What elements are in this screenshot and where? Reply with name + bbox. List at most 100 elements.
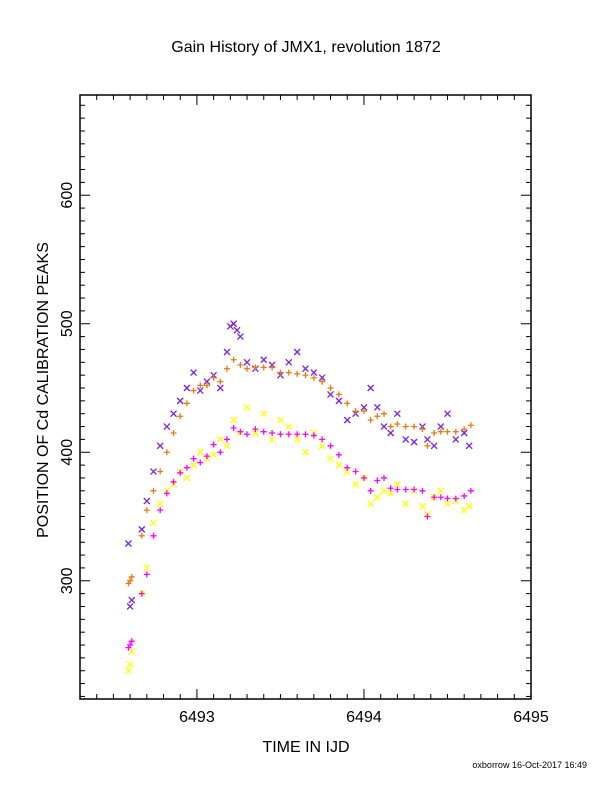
data-point-series-3: [126, 660, 134, 668]
data-point-series-2: [217, 378, 224, 385]
data-point-series-3: [285, 423, 293, 431]
data-point-series-3: [293, 435, 301, 443]
data-point-series-4: [127, 642, 134, 649]
data-point-series-3: [196, 448, 204, 456]
data-point-series-4: [244, 431, 251, 438]
data-point-series-2: [163, 449, 170, 456]
data-point-series-1: [343, 416, 351, 424]
data-point-series-4: [319, 436, 326, 443]
data-point-series-4: [424, 513, 431, 520]
data-point-series-1: [335, 397, 343, 405]
data-point-series-2: [230, 356, 237, 363]
data-point-series-1: [402, 435, 410, 443]
data-point-series-2: [294, 370, 301, 377]
data-point-series-2: [360, 408, 367, 415]
data-point-series-1: [387, 429, 395, 437]
axis-tick-labels: 6493 6494 6495 300 400 500 600: [59, 182, 549, 726]
data-point-series-2: [444, 428, 451, 435]
data-point-series-1: [124, 540, 132, 547]
data-point-series-4: [444, 495, 451, 502]
data-point-series-3: [460, 506, 468, 514]
y-axis-label: POSITION OF Cd CALIBRATION PEAKS: [35, 242, 52, 538]
data-point-series-1: [163, 423, 171, 431]
data-point-series-4: [138, 590, 145, 597]
data-point-series-4: [402, 486, 409, 493]
data-point-series-3: [150, 519, 157, 527]
data-point-series-2: [367, 417, 374, 424]
data-point-series-1: [223, 348, 231, 356]
data-point-series-1: [233, 326, 241, 334]
data-point-series-2: [190, 387, 197, 394]
data-point-series-1: [430, 442, 438, 450]
data-point-series-4: [394, 486, 401, 493]
data-point-series-1: [327, 390, 335, 398]
data-point-series-4: [381, 474, 388, 481]
data-point-series-2: [150, 487, 157, 494]
data-point-series-4: [223, 436, 230, 443]
data-point-series-1: [460, 429, 468, 437]
data-point-series-2: [319, 378, 326, 385]
data-point-series-3: [230, 416, 238, 424]
data-point-series-4: [367, 487, 374, 494]
data-point-series-1: [243, 358, 251, 366]
data-points: [124, 320, 474, 675]
data-point-series-3: [183, 474, 191, 482]
footer-credit: oxborrow 16-Oct-2017 16:49: [472, 760, 587, 770]
data-point-series-3: [243, 403, 251, 411]
data-point-series-3: [223, 442, 231, 450]
data-point-series-3: [327, 455, 335, 463]
data-point-series-2: [269, 364, 276, 371]
data-point-series-2: [244, 365, 251, 372]
data-point-series-1: [310, 369, 318, 377]
data-point-series-2: [419, 426, 426, 433]
data-point-series-1: [444, 410, 451, 418]
data-point-series-4: [143, 571, 150, 578]
data-point-series-3: [124, 667, 132, 675]
data-point-series-4: [177, 469, 184, 476]
data-point-series-2: [237, 361, 244, 368]
data-point-series-3: [444, 500, 451, 508]
data-point-series-1: [230, 320, 238, 328]
data-point-series-2: [223, 365, 230, 372]
data-point-series-3: [302, 448, 309, 456]
data-point-series-2: [374, 413, 381, 420]
axis-ticks: [79, 95, 532, 699]
data-point-series-4: [190, 455, 197, 462]
data-point-series-4: [203, 453, 210, 460]
data-point-series-3: [373, 493, 381, 501]
data-point-series-1: [216, 384, 224, 392]
data-point-series-1: [423, 435, 431, 443]
data-point-series-4: [352, 468, 359, 475]
data-point-series-3: [380, 487, 388, 495]
data-point-series-4: [252, 426, 259, 433]
data-point-series-3: [418, 502, 426, 510]
data-point-series-2: [197, 382, 204, 389]
chart-title: Gain History of JMX1, revolution 1872: [171, 39, 441, 56]
data-point-series-2: [402, 423, 409, 430]
y-tick-label: 400: [59, 439, 76, 466]
data-point-series-3: [143, 564, 151, 572]
data-point-series-1: [143, 497, 151, 505]
data-point-series-1: [138, 525, 146, 533]
data-point-series-1: [410, 438, 418, 446]
data-point-series-3: [335, 461, 343, 469]
data-point-series-3: [402, 500, 410, 508]
data-point-series-4: [374, 477, 381, 484]
data-point-series-1: [380, 423, 388, 431]
data-point-series-2: [424, 442, 431, 449]
data-point-series-4: [344, 464, 351, 471]
data-point-series-4: [302, 431, 309, 438]
data-point-series-4: [230, 424, 237, 431]
y-tick-label: 500: [59, 310, 76, 337]
data-point-series-2: [183, 400, 190, 407]
data-point-series-1: [190, 369, 198, 377]
data-point-series-1: [170, 410, 178, 418]
data-point-series-1: [176, 397, 184, 405]
data-point-series-3: [156, 500, 164, 508]
data-point-series-1: [302, 365, 309, 373]
data-point-series-4: [217, 449, 224, 456]
data-point-series-3: [260, 410, 268, 418]
data-point-series-1: [236, 333, 244, 341]
data-point-series-4: [419, 487, 426, 494]
data-point-series-2: [344, 400, 351, 407]
